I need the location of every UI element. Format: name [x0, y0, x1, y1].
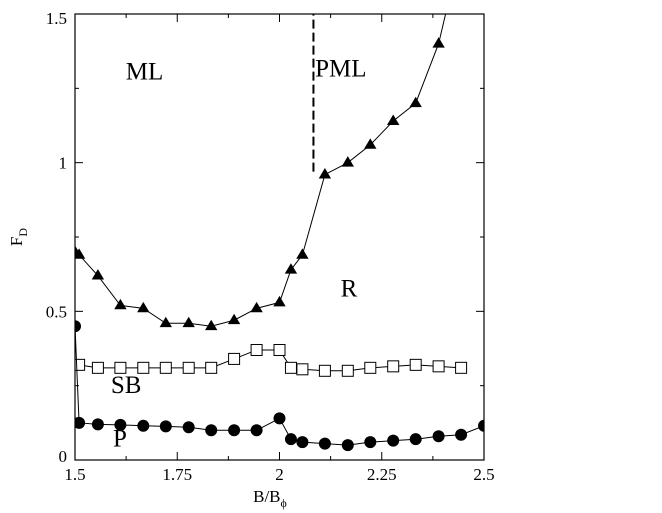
y-tick-label: 1 [59, 154, 68, 173]
circle-marker [137, 419, 150, 432]
y-axis-label-sub: D [16, 228, 30, 237]
x-tick-label: 2 [275, 465, 284, 484]
region-label-r: R [341, 275, 358, 302]
triangle-marker [409, 96, 422, 108]
triangle-marker [387, 114, 400, 125]
square-marker [387, 360, 400, 373]
region-label-p: P [113, 426, 127, 453]
region-label-pml: PML [315, 55, 366, 82]
circle-marker [273, 412, 286, 425]
triangle-marker [250, 301, 263, 313]
square-marker [296, 363, 309, 376]
circle-marker [91, 418, 104, 431]
y-axis-label: FD [7, 228, 30, 246]
y-axis-label-main: F [7, 237, 26, 246]
series-layer [75, 14, 484, 452]
x-tick-label: 2.25 [367, 465, 397, 484]
triangle-marker [284, 263, 298, 274]
triangle-marker [296, 248, 309, 259]
triangle-marker [273, 295, 286, 307]
circle-marker [228, 424, 241, 437]
triangle-marker [364, 138, 377, 149]
square-marker [75, 358, 86, 371]
circle-marker [432, 430, 445, 443]
series-filled-triangle [75, 14, 447, 331]
annotation-layer: ML PML R SB P [111, 55, 367, 452]
square-marker [432, 360, 445, 373]
series-filled-circle [75, 320, 484, 452]
circle-marker [387, 434, 400, 447]
circle-marker [364, 436, 377, 449]
square-marker [228, 352, 241, 365]
triangle-marker [318, 168, 332, 179]
square-marker [250, 343, 263, 356]
x-axis-label: B/Bϕ [253, 487, 287, 510]
x-axis-label-sub: ϕ [281, 496, 287, 510]
circle-marker [182, 421, 195, 434]
circle-marker [75, 320, 81, 333]
y-tick-label: 0.5 [46, 302, 67, 321]
square-marker [137, 361, 150, 374]
circle-marker [478, 419, 484, 432]
square-marker [409, 358, 422, 371]
square-marker [91, 361, 104, 374]
region-label-ml: ML [126, 58, 164, 85]
square-marker [159, 361, 172, 374]
triangle-marker [227, 313, 241, 325]
triangle-marker [114, 298, 127, 310]
series-line [75, 14, 447, 327]
square-marker [364, 361, 377, 374]
circle-marker [114, 418, 127, 431]
circle-marker [159, 420, 172, 433]
circle-marker [250, 424, 263, 437]
series-open-square [75, 343, 468, 377]
x-tick-label: 2.5 [473, 465, 494, 484]
square-marker [341, 364, 354, 377]
triangle-marker [137, 301, 150, 313]
circle-marker [75, 416, 86, 429]
circle-marker [318, 437, 331, 450]
square-marker [318, 364, 331, 377]
circle-marker [409, 433, 422, 446]
circle-marker [205, 424, 218, 437]
triangle-marker [432, 37, 445, 48]
triangle-marker [205, 319, 218, 331]
square-marker [114, 361, 127, 374]
circle-marker [284, 433, 297, 446]
x-tick-label: 1.75 [162, 465, 192, 484]
y-tick-label: 0 [59, 447, 68, 466]
square-marker [284, 361, 297, 374]
circle-marker [296, 436, 309, 449]
triangle-marker [182, 316, 195, 328]
circle-marker [341, 439, 354, 452]
ticks-layer: 1.5 1.75 2 2.25 2.5 0 0.5 1 1.5 [46, 9, 495, 484]
x-axis-label-main: B/B [253, 487, 280, 506]
triangle-marker [341, 156, 354, 167]
square-marker [205, 361, 218, 374]
triangle-marker [159, 316, 172, 328]
region-label-sb: SB [111, 372, 142, 399]
triangle-marker [91, 269, 105, 280]
square-marker [273, 343, 286, 356]
y-tick-label: 1.5 [46, 9, 67, 28]
square-marker [455, 361, 468, 374]
series-line [79, 349, 462, 372]
x-tick-label: 1.5 [64, 465, 85, 484]
triangle-marker [75, 248, 86, 259]
square-marker [182, 361, 195, 374]
circle-marker [455, 428, 468, 441]
